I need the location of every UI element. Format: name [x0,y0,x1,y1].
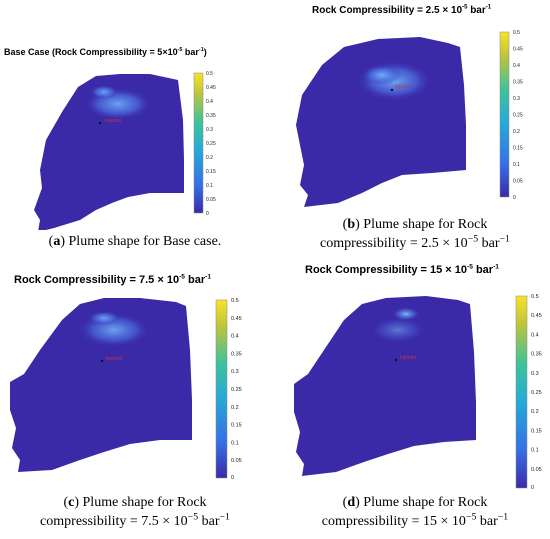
panel-d-title: Rock Compressibility = 15 × 10-5 bar-1 [305,263,499,276]
panel-c-title: Rock Compressibility = 7.5 × 10-5 bar-1 [14,273,212,286]
colorbar-tick-label: 0.2 [513,129,520,135]
plume [370,317,426,343]
colorbar-ticks: 0.5 0.45 0.4 0.35 0.3 0.25 0.2 0.15 0.1 … [231,298,242,480]
colorbar-tick-label: 0.15 [531,428,542,434]
colorbar-tick-label: 0.4 [513,63,520,69]
colorbar-tick-label: 0.35 [531,352,542,358]
colorbar-tick-label: 0.45 [206,85,216,91]
panel-c-caption: (c) Plume shape for Rock compressibility… [40,495,230,529]
reservoir-domain [34,74,184,230]
injector-well-marker [390,88,394,92]
injector-well-marker [394,358,398,362]
colorbar-tick-label: 0.3 [231,369,239,375]
colorbar-tick-label: 0.2 [531,409,539,415]
injector-well-marker [98,121,102,125]
colorbar-tick-label: 0.25 [231,387,242,393]
colorbar-tick-label: 0.2 [206,155,213,161]
colorbar-ticks: 0.5 0.45 0.4 0.35 0.3 0.25 0.2 0.15 0.1 … [531,294,542,490]
colorbar-tick-label: 0.15 [231,423,242,429]
colorbar [215,299,228,479]
colorbar-tick-label: 0 [513,195,516,201]
injector-label: Injector [395,84,412,90]
colorbar-tick-label: 0.35 [513,80,523,86]
colorbar-tick-label: 0.5 [531,294,539,300]
colorbar-tick-label: 0.25 [206,141,216,147]
colorbar [193,72,204,214]
colorbar-tick-label: 0.5 [206,71,213,77]
colorbar-tick-label: 0.2 [231,405,239,411]
colorbar-tick-label: 0.1 [231,440,239,446]
plume [362,65,402,85]
colorbar-tick-label: 0.45 [531,313,542,319]
colorbar-ticks: 0.5 0.45 0.4 0.35 0.3 0.25 0.2 0.15 0.1 … [206,71,216,217]
colorbar-tick-label: 0.05 [206,197,216,203]
reservoir-domain [10,298,192,472]
colorbar-tick-label: 0.4 [531,332,539,338]
colorbar-tick-label: 0.25 [513,113,523,119]
colorbar [499,31,510,198]
colorbar-tick-label: 0.05 [513,179,523,185]
colorbar-tick-label: 0.5 [513,30,520,36]
panel-d-plot: Injector 0.5 0.45 0.4 0.35 0.3 0.25 0.2 … [294,294,542,490]
colorbar-tick-label: 0.3 [513,96,520,102]
colorbar-tick-label: 0.3 [206,127,213,133]
colorbar-ticks: 0.5 0.45 0.4 0.35 0.3 0.25 0.2 0.15 0.1 … [513,30,523,201]
panel-b-title: Rock Compressibility = 2.5 × 10-5 bar-1 [312,4,492,16]
panel-c-plot: Injector 0.5 0.45 0.4 0.35 0.3 0.25 0.2 … [10,298,242,480]
panel-a-title: Base Case (Rock Compressibility = 5×10-5… [4,47,207,57]
panel-b-plot: Injector 0.5 0.45 0.4 0.35 0.3 0.25 0.2 … [296,30,523,207]
colorbar-tick-label: 0.1 [206,183,213,189]
colorbar-tick-label: 0.4 [206,99,213,105]
colorbar-tick-label: 0.45 [513,47,523,53]
colorbar [515,295,528,489]
colorbar-tick-label: 0.15 [206,169,216,175]
injector-label: Injector [400,355,417,361]
colorbar-tick-label: 0 [531,485,534,490]
colorbar-tick-label: 0.35 [231,351,242,357]
plume [88,311,120,325]
injector-label: Injector [105,118,122,124]
colorbar-tick-label: 0.25 [531,390,542,396]
colorbar-tick-label: 0.1 [531,448,539,454]
colorbar-tick-label: 0.15 [513,146,523,152]
panel-d-caption: (d) Plume shape for Rock compressibility… [321,495,509,529]
reservoir-domain [294,296,476,476]
colorbar-tick-label: 0.35 [206,113,216,119]
colorbar-tick-label: 0.4 [231,334,239,340]
injector-well-marker [100,359,104,363]
plume [90,85,118,99]
colorbar-tick-label: 0.05 [531,467,542,473]
injector-label: Injector [106,356,123,362]
colorbar-tick-label: 0.5 [231,298,239,304]
panel-a-caption: (a) Plume shape for Base case. [48,234,222,249]
colorbar-tick-label: 0 [231,475,234,480]
colorbar-tick-label: 0.3 [531,371,539,377]
panel-a-plot: Injector 0.5 0.45 0.4 0.35 0.3 0.25 0.2 … [34,71,216,230]
colorbar-tick-label: 0.05 [231,458,242,464]
panel-b-caption: (b) Plume shape for Rock compressibility… [320,217,510,251]
colorbar-tick-label: 0.1 [513,162,520,168]
colorbar-tick-label: 0.45 [231,316,242,322]
colorbar-tick-label: 0 [206,211,209,217]
